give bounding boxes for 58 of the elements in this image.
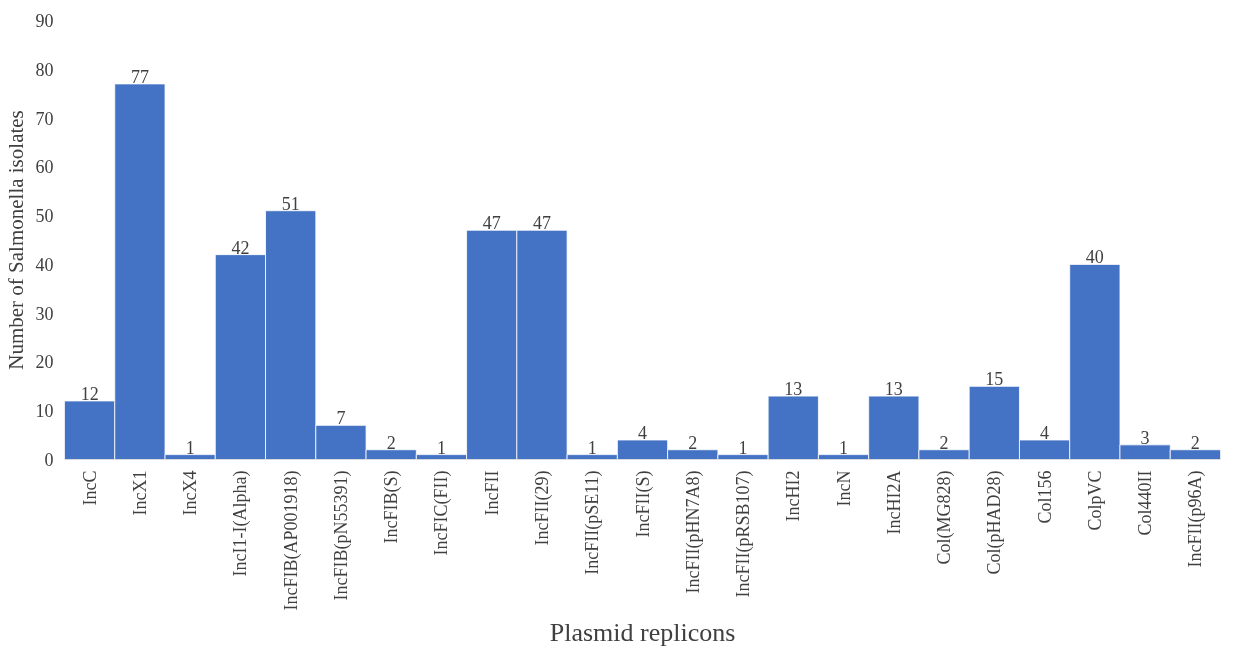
x-tick-label: IncHI2 (783, 470, 804, 522)
data-label: 1 (185, 437, 195, 458)
data-label: 42 (231, 237, 250, 258)
x-tick-label: IncFII(p96A) (1185, 470, 1207, 568)
data-label: 40 (1085, 247, 1104, 268)
x-tick-label: IncN (833, 470, 854, 507)
data-label: 47 (532, 213, 551, 234)
x-tick-label: Col440II (1135, 470, 1156, 536)
data-label: 12 (80, 383, 99, 404)
data-label: 51 (281, 193, 300, 214)
x-tick-label: Col156 (1034, 470, 1055, 524)
data-label: 2 (939, 432, 949, 453)
y-tick-label: 50 (35, 206, 54, 227)
x-tick-label: IncX1 (129, 470, 150, 516)
x-tick-label: IncFII (481, 470, 502, 516)
data-label: 2 (1190, 432, 1200, 453)
data-label: 13 (784, 379, 803, 400)
data-label: 13 (884, 379, 903, 400)
y-tick-label: 30 (35, 303, 54, 324)
data-label: 1 (839, 437, 849, 458)
y-tick-label: 60 (35, 157, 54, 178)
y-axis-title: Number of Salmonella isolates (3, 110, 28, 370)
x-tick-label: ColpVC (1084, 470, 1105, 531)
y-tick-label: 40 (35, 254, 54, 275)
data-label: 1 (587, 437, 597, 458)
data-label: 1 (436, 437, 446, 458)
y-tick-label: 90 (35, 11, 54, 31)
x-tick-label: IncX4 (180, 470, 201, 516)
y-tick-label: 80 (35, 59, 54, 80)
x-tick-label: IncI1-I(Alpha) (230, 470, 252, 577)
data-label: 4 (638, 422, 647, 443)
x-tick-label: IncFIB(pN55391) (330, 470, 352, 601)
x-axis-title: Plasmid replicons (549, 618, 736, 648)
x-tick-label: IncFII(pRSB107) (733, 470, 755, 598)
data-label: 4 (1040, 422, 1050, 443)
x-tick-label: Col(pHAD28) (984, 470, 1006, 575)
data-label: 15 (985, 369, 1004, 390)
x-tick-label: Col(MG828) (934, 470, 956, 565)
data-label: 7 (336, 408, 346, 429)
x-tick-label: IncFIC(FII) (431, 470, 453, 556)
data-label: 77 (130, 66, 149, 87)
x-tick-label: IncFIB(AP001918) (280, 470, 302, 611)
y-tick-label: 70 (35, 108, 54, 129)
y-tick-label: 0 (44, 450, 54, 470)
data-label: 1 (738, 437, 748, 458)
x-tick-label: IncFIB(S) (381, 470, 403, 544)
data-label: 3 (1140, 427, 1150, 448)
data-label: 2 (386, 432, 396, 453)
x-tick-label: IncFII(pHN7A8) (682, 470, 704, 594)
x-tick-label: IncC (79, 470, 100, 506)
data-label: 47 (482, 213, 501, 234)
y-tick-label: 10 (35, 401, 54, 422)
x-tick-label: IncFII(pSE11) (582, 470, 604, 575)
x-tick-label: IncHI2A (883, 470, 904, 535)
data-label: 2 (688, 432, 698, 453)
x-tick-label: IncFII(29) (531, 470, 553, 546)
y-tick-label: 20 (35, 352, 54, 373)
x-tick-label: IncFII(S) (632, 470, 654, 538)
